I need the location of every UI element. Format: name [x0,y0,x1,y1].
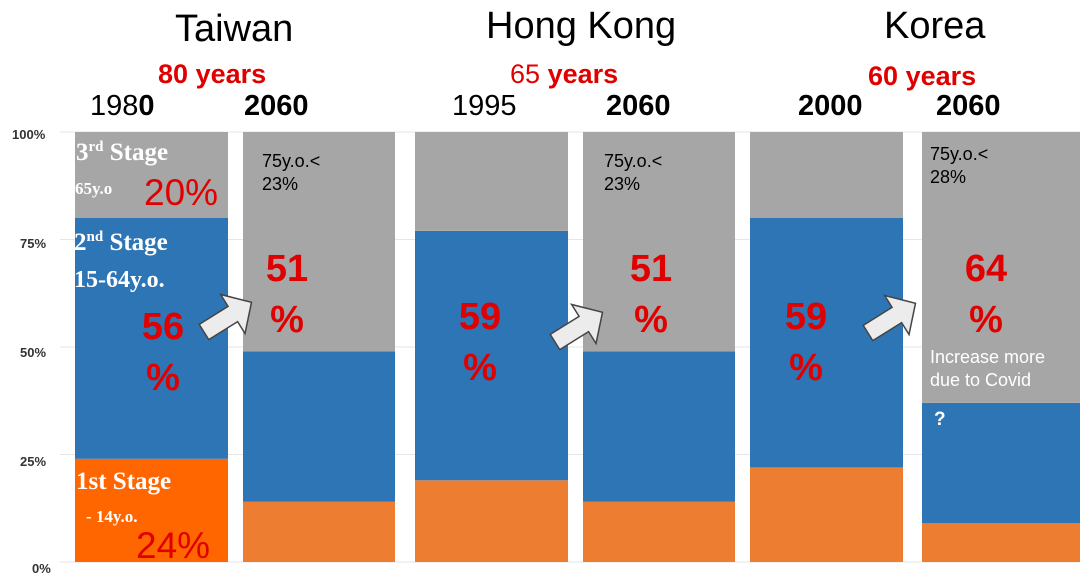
year-label-hong-kong-1995: 1995 [452,90,517,122]
y-tick-25: 25% [20,454,47,469]
bar-segment-korea-2060-2nd-stage [922,402,1080,524]
taiwan-1980-working-pct: 56 % [141,306,185,400]
bar-segment-taiwan-2060-1st-stage [243,501,395,562]
bar-segment-taiwan-2060-3rd-stage [243,132,395,352]
country-title-korea: Korea [884,5,986,47]
bar-segment-taiwan-1980-2nd-stage [75,218,228,459]
stage-label-second-age: 15-64y.o. [74,267,165,293]
taiwan-2060-over75-note: 75y.o.< 23% [262,151,321,194]
korea-2000-working-pct: 59 % [784,296,828,390]
bar-segment-hong-kong-2060-3rd-stage [583,132,735,352]
bar-segment-hong-kong-1995-1st-stage [415,480,568,562]
y-tick-75: 75% [20,236,47,251]
bar-segment-taiwan-2060-2nd-stage [243,351,395,502]
taiwan-2060-old-pct: 51 % [265,248,309,342]
bar-segment-korea-2000-1st-stage [750,467,903,562]
stage-label-third-age: 65y.o [75,179,113,198]
arrow-icon-hong-kong [549,303,604,351]
y-tick-50: 50% [20,345,47,360]
span-label-hong-kong: 65 years [510,59,619,89]
bar-segment-taiwan-1980-3rd-stage [75,132,228,218]
arrow-icon-taiwan [198,293,253,341]
year-label-taiwan-2060: 2060 [244,90,309,122]
y-tick-100: 100% [12,127,46,142]
bar-segment-hong-kong-1995-2nd-stage [415,230,568,481]
year-label-taiwan-1980: 1980 [90,90,155,122]
korea-covid-note: Increase more due to Covid [930,347,1046,391]
hong-kong-1995-working-pct: 59 % [458,296,502,390]
stage-label-third: 3rd Stage [76,139,169,166]
hong-kong-2060-over75-note: 75y.o.< 23% [604,151,663,194]
arrow-icon-korea [862,294,917,342]
stage-label-second: 2nd Stage [74,229,168,256]
bar-segment-hong-kong-2060-2nd-stage [583,351,735,502]
bar-segment-taiwan-1980-1st-stage [75,458,228,562]
taiwan-1980-old-pct: 20% [144,172,219,213]
year-label-hong-kong-2060: 2060 [606,90,671,122]
bar-segment-korea-2000-2nd-stage [750,218,903,468]
span-label-taiwan: 80 years [158,59,267,89]
stage-label-first-age: - 14y.o. [86,507,138,526]
y-tick-0: 0% [32,561,51,576]
taiwan-1980-young-pct: 24% [136,525,211,566]
span-label-korea: 60 years [868,61,977,91]
year-label-korea-2060: 2060 [936,90,1001,122]
korea-question-mark: ? [934,409,946,430]
year-label-korea-2000: 2000 [798,90,863,122]
bar-segment-hong-kong-2060-1st-stage [583,501,735,562]
bar-segment-korea-2060-1st-stage [922,523,1080,562]
korea-2060-old-pct: 64 % [964,248,1008,342]
stage-label-first: 1st Stage [76,468,172,495]
bar-segment-korea-2000-3rd-stage [750,132,903,218]
bar-segment-korea-2060-3rd-stage [922,132,1080,403]
country-title-hong-kong: Hong Kong [486,5,677,47]
hong-kong-2060-old-pct: 51 % [629,248,673,342]
korea-2060-over75-note: 75y.o.< 28% [930,144,989,187]
country-title-taiwan: Taiwan [175,8,294,50]
bar-segment-hong-kong-1995-3rd-stage [415,132,568,231]
